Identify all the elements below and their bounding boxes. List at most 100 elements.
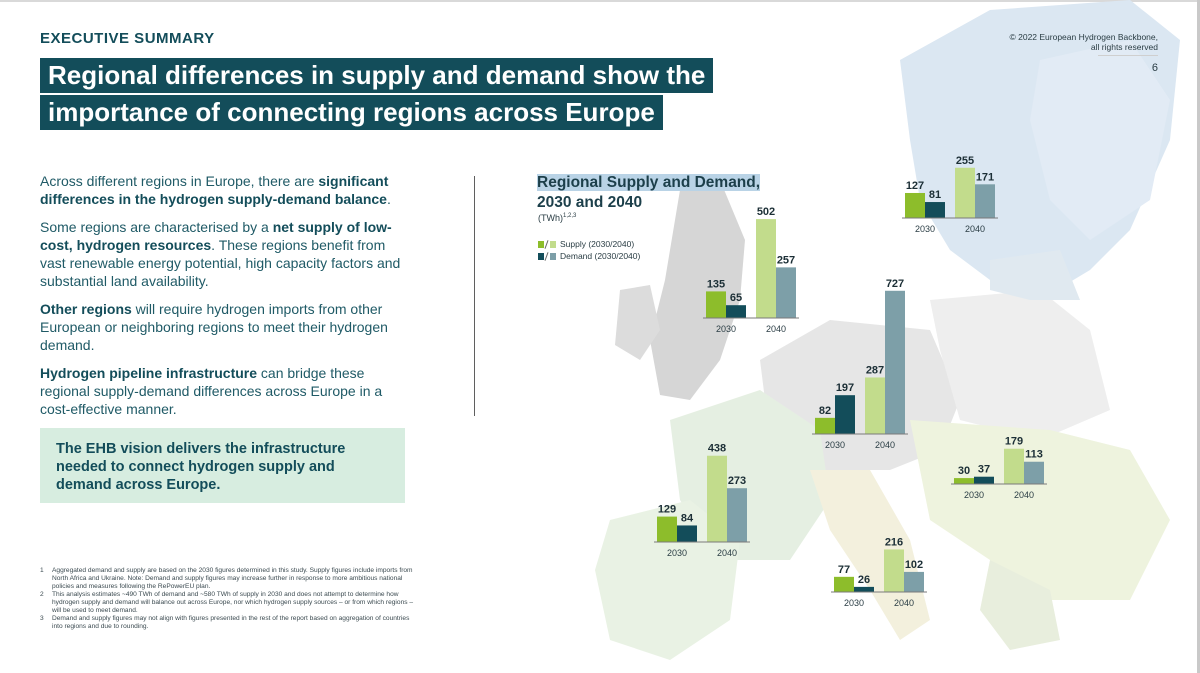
callout-box: The EHB vision delivers the infrastructu… xyxy=(40,428,405,503)
map-uk xyxy=(650,180,745,400)
section-label: EXECUTIVE SUMMARY xyxy=(40,30,215,47)
region-central: 82 197 287 727 2030 2040 xyxy=(812,278,908,450)
tick-label-italy-2030: 2030 xyxy=(844,598,864,608)
legend-swatch-demand-2040 xyxy=(550,252,556,260)
value-label-uk-ireland-demand-2030: 65 xyxy=(730,292,742,304)
footnote-number: 2 xyxy=(40,591,44,598)
value-label-south-east-demand-2040: 113 xyxy=(1025,449,1043,461)
vertical-divider xyxy=(474,176,475,416)
map-greece xyxy=(980,560,1060,650)
value-label-iberia-demand-2040: 273 xyxy=(728,475,746,487)
legend-label-supply: Supply (2030/2040) xyxy=(560,239,635,249)
chart-title-line-1: Regional Supply and Demand, xyxy=(537,174,761,191)
p4-bold: Hydrogen pipeline infrastructure xyxy=(40,365,258,381)
tick-label-nordics-2040: 2040 xyxy=(965,224,985,234)
value-label-central-demand-2040: 727 xyxy=(886,278,904,290)
tick-label-iberia-2040: 2040 xyxy=(717,548,737,558)
legend-label-demand: Demand (2030/2040) xyxy=(560,251,641,261)
chart-title: Regional Supply and Demand, 2030 and 204… xyxy=(537,173,761,213)
bar-italy-demand-2030 xyxy=(854,586,874,592)
value-label-central-supply-2040: 287 xyxy=(866,364,884,376)
value-label-iberia-demand-2030: 84 xyxy=(681,512,694,524)
bar-south-east-demand-2040 xyxy=(1024,461,1044,484)
bar-nordics-demand-2040 xyxy=(975,184,995,218)
map-baltics xyxy=(990,250,1080,300)
page-title-line-1: Regional differences in supply and deman… xyxy=(40,58,714,93)
p1-text-a: Across different regions in Europe, ther… xyxy=(40,173,319,189)
map-finland xyxy=(1030,40,1170,240)
footnote-1: 1 Aggregated demand and supply are based … xyxy=(40,567,420,591)
chart-unit: (TWh)1,2,3 xyxy=(538,213,576,223)
bar-iberia-demand-2030 xyxy=(677,525,697,542)
bar-iberia-demand-2040 xyxy=(727,488,747,542)
copyright-line-1: © 2022 European Hydrogen Backbone, xyxy=(1009,32,1158,42)
tick-label-central-2040: 2040 xyxy=(875,440,895,450)
value-label-nordics-supply-2040: 255 xyxy=(956,155,974,167)
p2-bold: net supply of low-cost, hydrogen resourc… xyxy=(40,219,392,253)
footnote-text: Demand and supply figures may not align … xyxy=(52,615,410,630)
top-border xyxy=(0,0,1200,2)
p3-text-c: will require hydrogen imports from other… xyxy=(40,301,388,353)
paragraph-2: Some regions are characterised by a net … xyxy=(40,218,410,290)
legend-swatch-supply-2030 xyxy=(538,240,544,248)
tick-label-iberia-2030: 2030 xyxy=(667,548,687,558)
bar-iberia-supply-2040 xyxy=(707,455,727,542)
tick-label-italy-2040: 2040 xyxy=(894,598,914,608)
value-label-central-demand-2030: 197 xyxy=(836,382,854,394)
bar-central-supply-2030 xyxy=(815,417,835,434)
footnote-number: 1 xyxy=(40,567,44,574)
paragraph-1: Across different regions in Europe, ther… xyxy=(40,172,410,208)
map-ireland xyxy=(615,285,660,360)
footnote-3: 3 Demand and supply figures may not align… xyxy=(40,615,420,631)
footnotes: 1 Aggregated demand and supply are based … xyxy=(40,567,420,631)
value-label-uk-ireland-demand-2040: 257 xyxy=(777,254,795,266)
legend-swatch-demand-2030 xyxy=(538,252,544,260)
map-southeast xyxy=(910,420,1170,600)
chart-legend: Supply (2030/2040) Demand (2030/2040) xyxy=(538,238,640,262)
legend-supply: Supply (2030/2040) xyxy=(538,238,640,250)
paragraph-4: Hydrogen pipeline infrastructure can bri… xyxy=(40,364,410,418)
bar-italy-demand-2040 xyxy=(904,571,924,592)
bar-uk-ireland-supply-2030 xyxy=(706,291,726,318)
p2-text-a: Some regions are characterised by a xyxy=(40,219,273,235)
value-label-nordics-demand-2030: 81 xyxy=(929,189,941,201)
value-label-italy-demand-2030: 26 xyxy=(858,574,870,586)
bar-central-demand-2030 xyxy=(835,395,855,434)
bar-uk-ireland-supply-2040 xyxy=(756,219,776,318)
tick-label-south-east-2040: 2040 xyxy=(1014,490,1034,500)
value-label-nordics-demand-2040: 171 xyxy=(976,171,994,183)
bar-uk-ireland-demand-2030 xyxy=(726,305,746,318)
footnote-2: 2 This analysis estimates ~490 TWh of dem… xyxy=(40,591,420,615)
bar-central-demand-2040 xyxy=(885,290,905,434)
bar-italy-supply-2040 xyxy=(884,549,904,592)
page-number: 6 xyxy=(1151,62,1158,74)
value-label-iberia-supply-2030: 129 xyxy=(658,504,676,516)
paragraph-3: Other regions will require hydrogen impo… xyxy=(40,300,410,354)
copyright: © 2022 European Hydrogen Backbone, all r… xyxy=(1009,32,1158,52)
value-label-italy-supply-2040: 216 xyxy=(885,536,903,548)
p1-text-c: . xyxy=(386,191,391,207)
region-iberia: 129 84 438 273 2030 2040 xyxy=(654,443,750,558)
value-label-italy-demand-2040: 102 xyxy=(905,559,923,571)
map-italy xyxy=(810,470,930,640)
footnote-text: Aggregated demand and supply are based o… xyxy=(52,567,413,590)
value-label-iberia-supply-2040: 438 xyxy=(708,443,726,455)
map-iberia xyxy=(595,500,740,660)
bar-italy-supply-2030 xyxy=(834,576,854,592)
p1-bold: significant differences in the hydrogen … xyxy=(40,173,389,207)
tick-label-uk-ireland-2040: 2040 xyxy=(766,324,786,334)
legend-demand: Demand (2030/2040) xyxy=(538,250,640,262)
value-label-south-east-supply-2030: 30 xyxy=(958,465,970,477)
page-number-rule xyxy=(1098,55,1158,56)
tick-label-central-2030: 2030 xyxy=(825,440,845,450)
unit-label: (TWh) xyxy=(538,213,563,223)
tick-label-uk-ireland-2030: 2030 xyxy=(716,324,736,334)
bar-south-east-supply-2040 xyxy=(1004,448,1024,484)
value-label-south-east-supply-2040: 179 xyxy=(1005,436,1023,448)
value-label-uk-ireland-supply-2030: 135 xyxy=(707,278,725,290)
chart-title-line-2: 2030 and 2040 xyxy=(537,194,643,211)
